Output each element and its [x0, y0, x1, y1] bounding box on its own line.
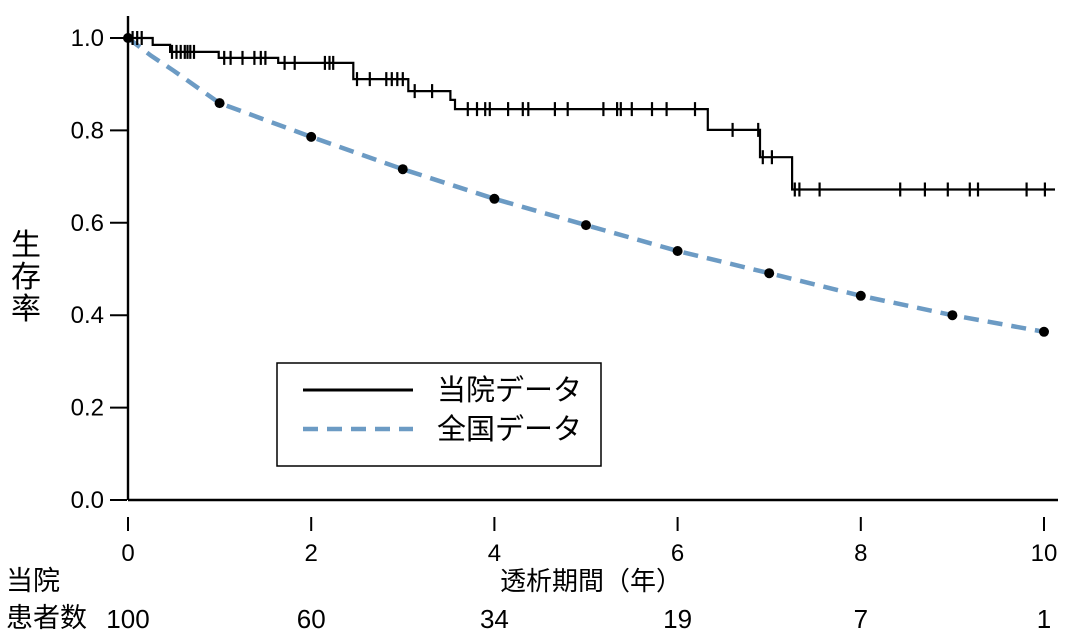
y-tick-label: 0.6	[71, 210, 104, 237]
y-tick-label: 1.0	[71, 25, 104, 52]
x-tick-label: 4	[488, 540, 501, 567]
national-point-dot	[1039, 326, 1049, 337]
legend-label-national: 全国データ	[437, 413, 582, 446]
x-axis-ticks-group: 0 2 4 6 8 10	[121, 517, 1057, 567]
national-point-dot	[214, 98, 225, 109]
axes-group	[126, 16, 1058, 502]
hospital-series-group	[128, 31, 1055, 197]
y-tick-label: 0.8	[71, 117, 104, 144]
x-tick-label: 6	[671, 540, 684, 567]
national-point-dot	[764, 268, 775, 279]
national-series-group	[123, 33, 1049, 337]
x-tick-label: 2	[305, 540, 318, 567]
x-tick-label: 10	[1031, 540, 1058, 567]
national-point-dot	[855, 290, 866, 301]
national-point-dot	[397, 164, 408, 175]
x-tick-label: 0	[121, 540, 134, 567]
y-axis-ticks-group: 0.0 0.2 0.4 0.6 0.8 1.0	[71, 25, 127, 514]
y-axis-title-char: 生	[11, 229, 41, 262]
x-axis-title: 透析期間（年）	[500, 566, 682, 596]
risk-count: 7	[854, 604, 868, 634]
national-point-dot	[306, 131, 317, 142]
risk-count: 19	[663, 604, 692, 634]
x-tick-label: 8	[854, 540, 867, 567]
y-tick-label: 0.0	[71, 487, 104, 514]
y-tick-label: 0.2	[71, 395, 104, 422]
legend-box	[276, 362, 602, 467]
y-tick-label: 0.4	[71, 302, 104, 329]
risk-count: 1	[1037, 604, 1051, 634]
national-point-dot	[581, 220, 591, 231]
risk-count: 60	[297, 604, 326, 634]
risk-count: 100	[106, 604, 149, 634]
y-axis-title-char: 存	[11, 261, 41, 294]
hospital-survival-curve	[128, 36, 1055, 191]
risk-table-label-line1: 当院	[6, 566, 60, 596]
y-axis-title: 生存率	[11, 229, 41, 326]
legend-label-hospital: 当院データ	[437, 374, 582, 407]
national-point-dot	[672, 246, 683, 256]
national-point-dot	[489, 193, 500, 204]
national-point-dot	[947, 310, 958, 321]
risk-count: 34	[480, 604, 509, 634]
national-survival-curve	[126, 36, 1045, 335]
risk-counts-group: 100 60 34 19 7 1	[106, 604, 1051, 634]
y-axis-title-char: 率	[11, 293, 41, 326]
legend: 当院データ 全国データ	[276, 362, 602, 467]
risk-table-label-line2: 患者数	[6, 603, 87, 633]
